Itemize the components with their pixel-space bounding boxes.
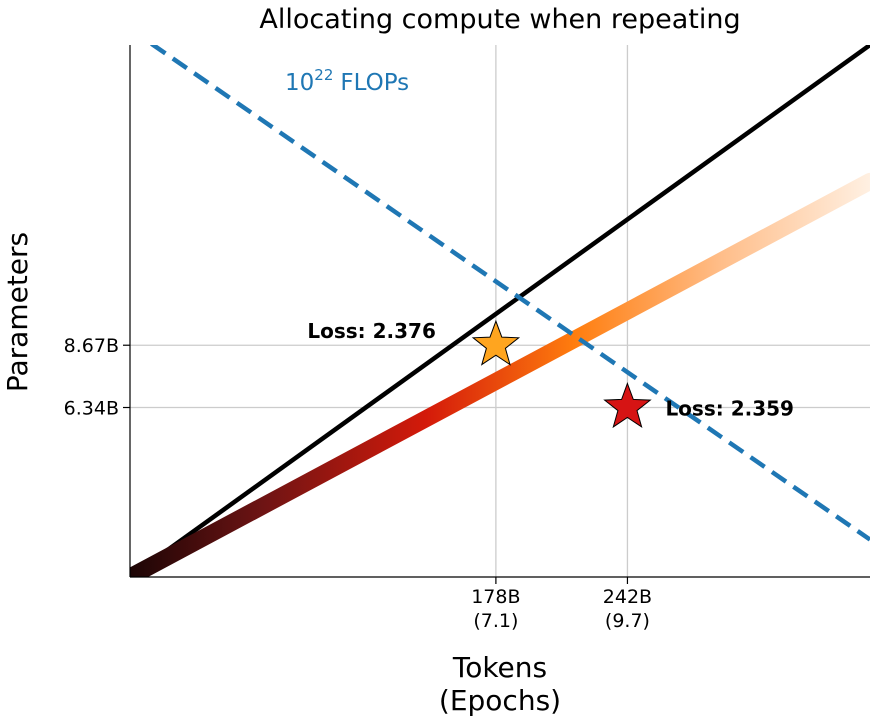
flops-unit: FLOPs xyxy=(340,70,409,96)
x-tick-sublabel-0: (7.1) xyxy=(473,610,518,632)
chart-title: Allocating compute when repeating xyxy=(259,4,740,35)
loss-label-1: Loss: 2.359 xyxy=(665,397,794,421)
y-tick-label-1: 6.34B xyxy=(64,398,119,420)
star-marker-0 xyxy=(471,319,521,366)
series-group xyxy=(130,45,870,577)
series-line-1 xyxy=(130,172,870,577)
series-line-0 xyxy=(130,45,870,577)
x-axis-label: Tokens xyxy=(452,651,547,684)
x-tick-label-0: 178B xyxy=(471,586,520,608)
y-axis-label: Parameters xyxy=(1,232,34,392)
y-tick-label-0: 8.67B xyxy=(64,335,119,357)
x-tick-sublabel-1: (9.7) xyxy=(605,610,650,632)
series-line-2 xyxy=(149,45,870,542)
star-marker-1 xyxy=(603,382,652,429)
x-tick-label-1: 242B xyxy=(603,586,652,608)
flops-label: 1022 FLOPs xyxy=(285,66,409,96)
flops-exponent: 22 xyxy=(314,66,333,84)
ticks-group: 8.67B 6.34B 178B(7.1) 242B(9.7) xyxy=(64,335,652,632)
flops-base: 10 xyxy=(285,70,314,96)
x-axis-sublabel: (Epochs) xyxy=(439,684,561,716)
loss-label-0: Loss: 2.376 xyxy=(307,319,436,343)
markers-group: Loss: 2.376 Loss: 2.359 xyxy=(307,319,794,429)
